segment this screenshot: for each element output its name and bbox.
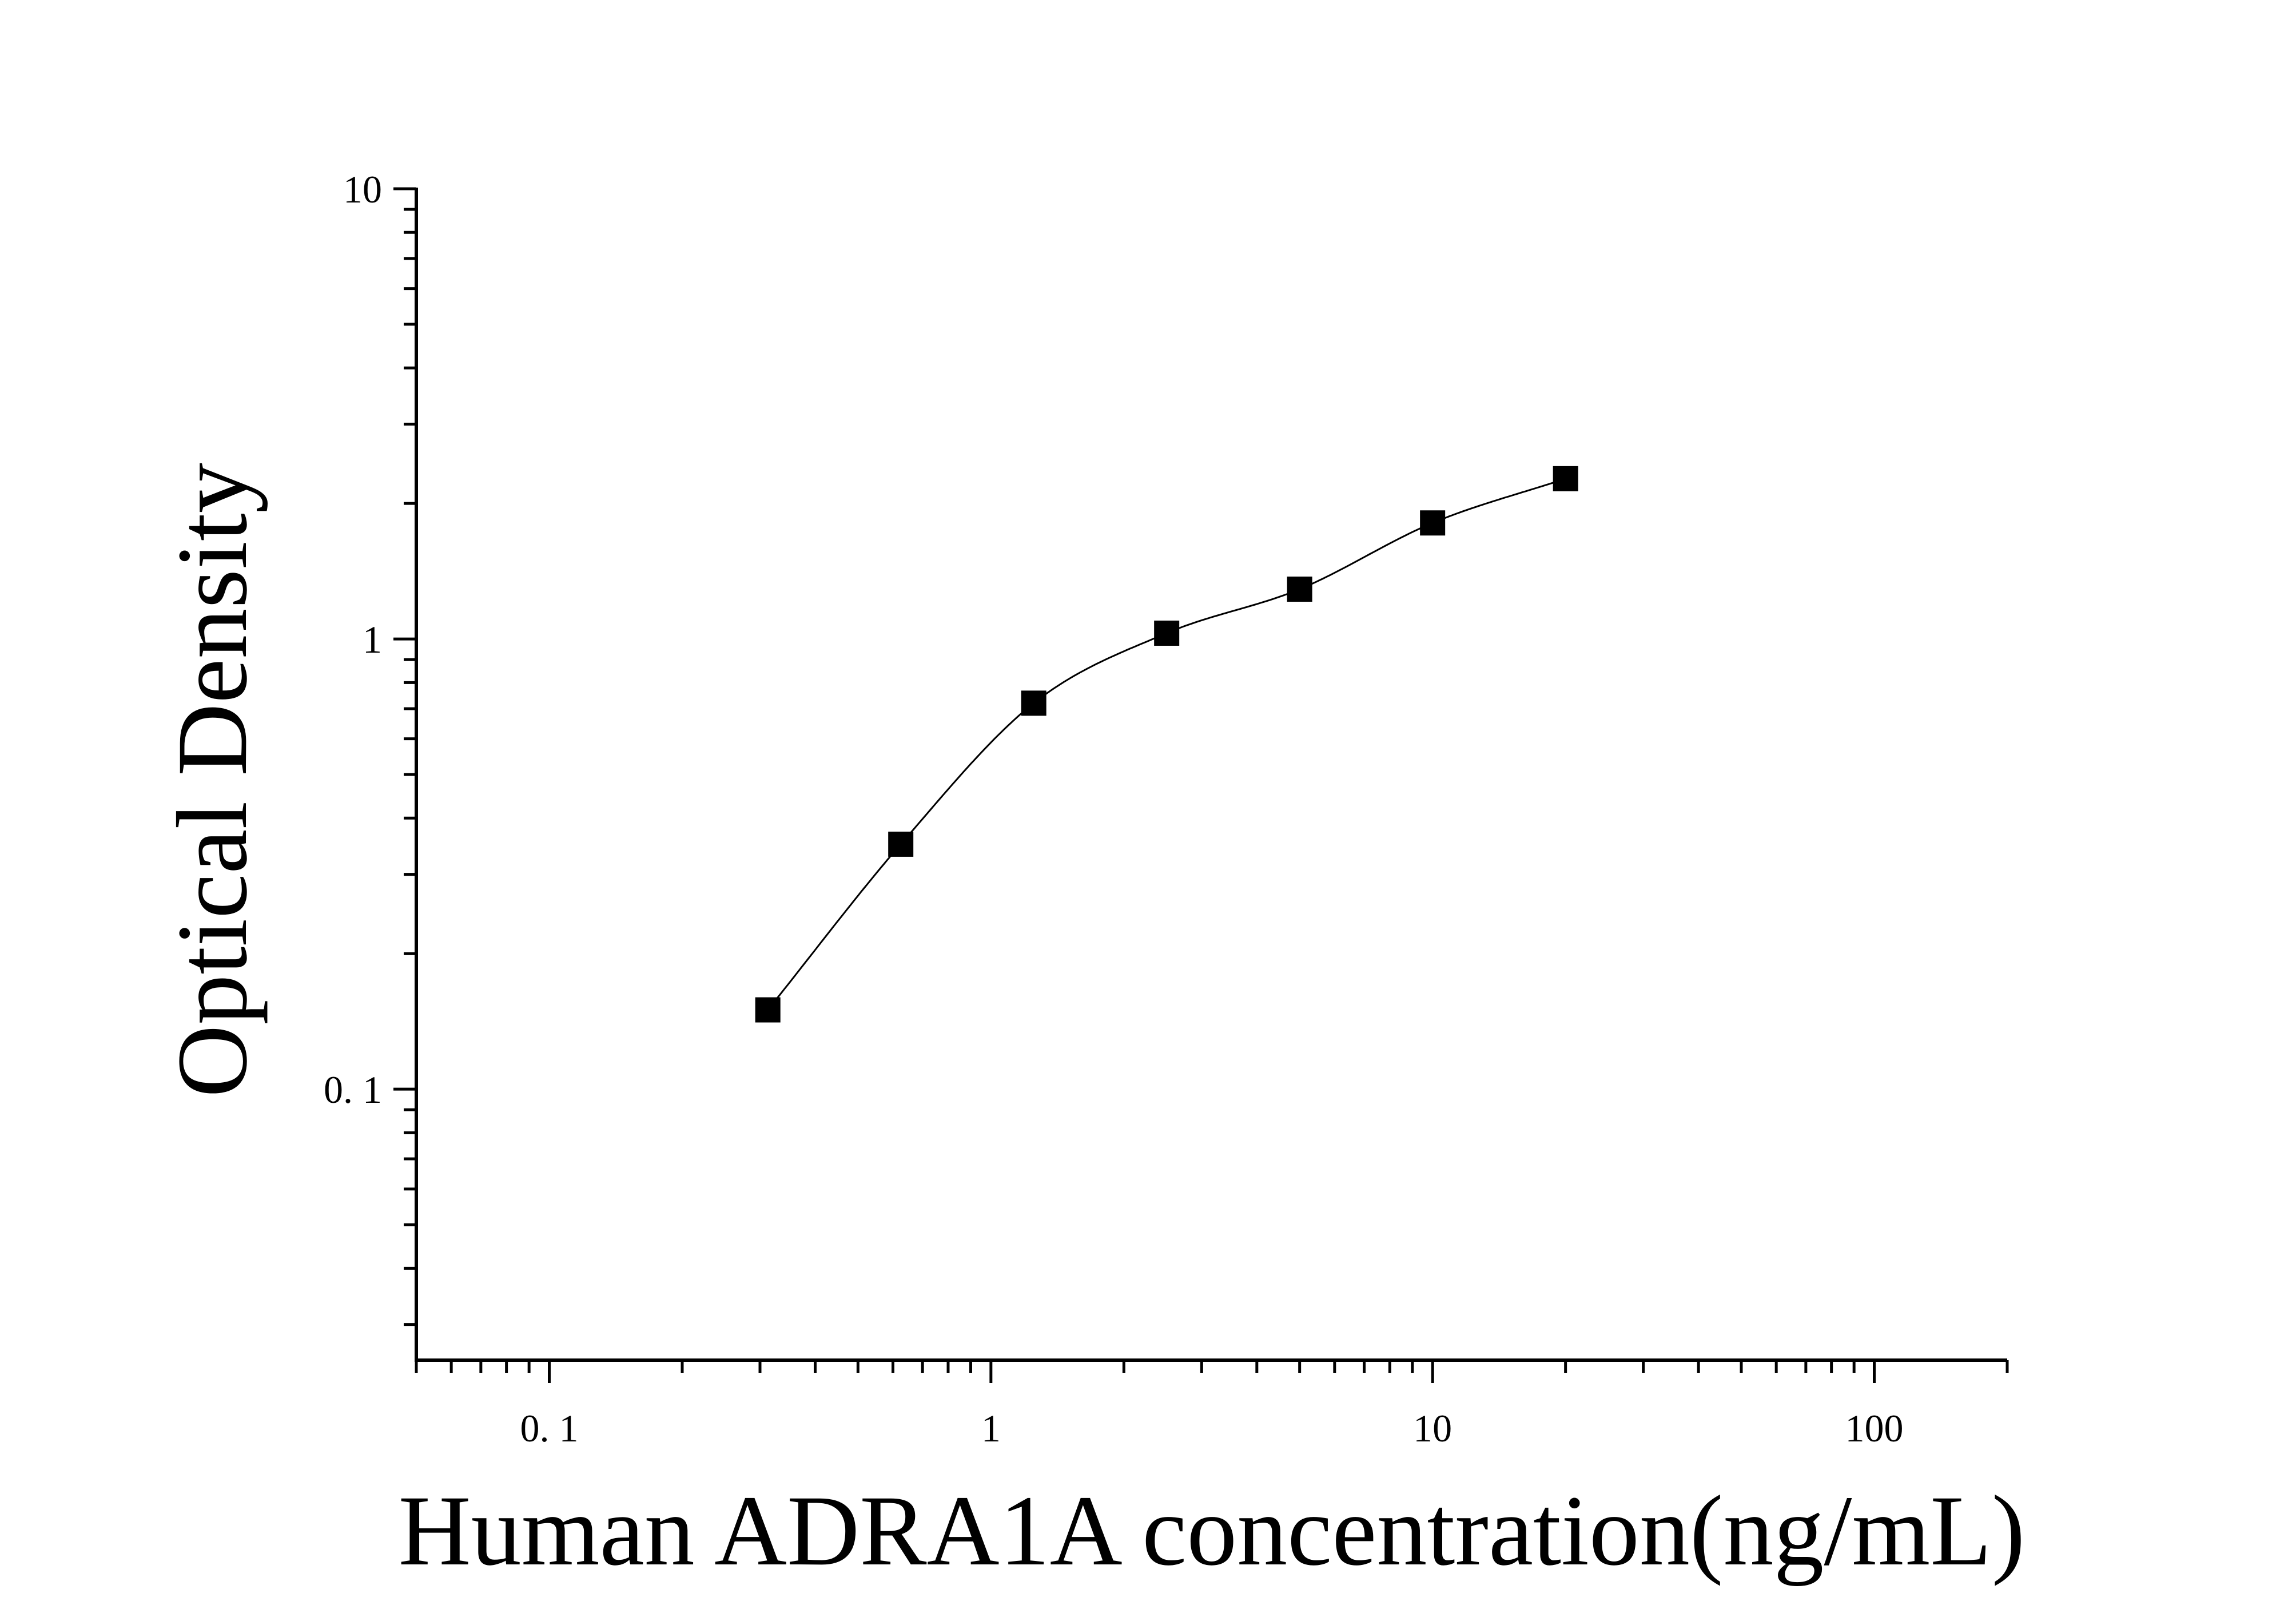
y-tick-label: 10 xyxy=(343,168,382,211)
fit-curve xyxy=(767,478,1566,1011)
data-point xyxy=(1154,620,1180,646)
data-point xyxy=(1021,690,1046,716)
x-tick-label: 1 xyxy=(981,1407,1001,1450)
data-point xyxy=(1553,466,1578,491)
x-tick-label: 100 xyxy=(1845,1407,1904,1450)
x-axis-title: Human ADRA1A concentration(ng/mL) xyxy=(399,1475,2026,1587)
data-point xyxy=(888,831,914,857)
y-tick-label: 1 xyxy=(363,618,382,661)
y-axis-title: Optical Density xyxy=(157,463,268,1098)
data-points xyxy=(755,466,1578,1023)
axis-tick-labels: 0. 1 1 10 100 0. 1 1 10 xyxy=(324,168,1904,1450)
axis-ticks xyxy=(393,187,2009,1383)
data-point xyxy=(755,997,781,1023)
x-tick-label: 10 xyxy=(1413,1407,1452,1450)
axes xyxy=(415,188,2007,1362)
y-tick-label: 0. 1 xyxy=(324,1068,382,1111)
x-tick-label: 0. 1 xyxy=(520,1407,578,1450)
data-point xyxy=(1287,577,1312,602)
data-point xyxy=(1420,510,1446,536)
